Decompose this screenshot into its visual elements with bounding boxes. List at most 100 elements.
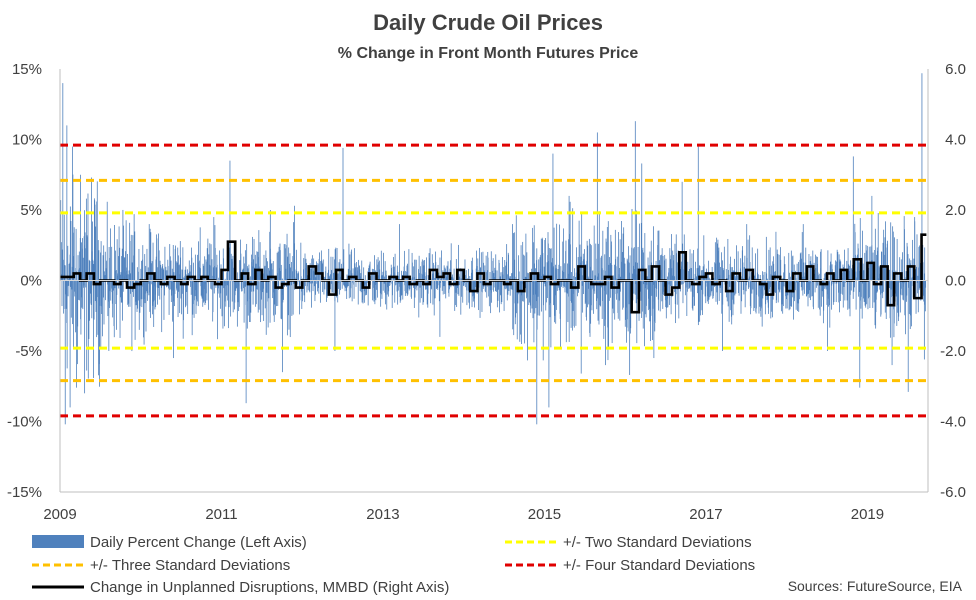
daily-change-bar: [119, 247, 121, 281]
daily-change-bar: [67, 245, 69, 281]
daily-change-bar: [191, 280, 193, 336]
daily-change-bar: [152, 280, 154, 306]
daily-change-bar: [338, 262, 340, 281]
daily-change-bar: [588, 280, 590, 305]
daily-change-bar: [732, 280, 734, 316]
daily-change-bar: [422, 260, 424, 281]
daily-change-bar: [281, 280, 282, 320]
daily-change-bar: [511, 273, 512, 281]
daily-change-bar: [644, 233, 646, 281]
daily-change-bar: [507, 280, 509, 295]
daily-change-bar: [338, 280, 340, 283]
daily-change-bar: [809, 261, 811, 281]
daily-change-bar: [122, 280, 123, 321]
daily-change-bar: [309, 280, 311, 293]
daily-change-bar: [585, 280, 586, 303]
daily-change-bar: [89, 261, 91, 281]
daily-change-bar: [282, 280, 284, 303]
daily-change-bar: [330, 280, 332, 290]
daily-change-bar: [243, 280, 244, 289]
daily-change-bar: [846, 280, 848, 301]
daily-change-bar: [537, 280, 538, 297]
daily-change-bar: [892, 231, 894, 281]
daily-change-bar: [652, 280, 653, 341]
daily-change-bar: [418, 255, 420, 281]
daily-change-bar: [656, 280, 658, 289]
right-tick-label: -2.0: [940, 343, 966, 360]
daily-change-bar: [801, 232, 803, 281]
daily-change-bar: [700, 280, 702, 316]
daily-change-bar: [924, 280, 926, 312]
daily-change-bar: [402, 280, 404, 300]
daily-change-bar: [314, 265, 316, 281]
right-tick-label: 0.0: [945, 273, 966, 290]
daily-change-bar: [299, 280, 301, 301]
daily-change-bar: [686, 280, 688, 316]
daily-change-bar: [414, 259, 416, 281]
daily-change-bar: [578, 220, 580, 281]
daily-change-bar: [329, 274, 331, 281]
daily-change-bar: [680, 280, 682, 285]
daily-change-bar: [282, 278, 283, 281]
daily-change-bar: [773, 263, 775, 281]
daily-change-bar: [682, 280, 684, 304]
daily-change-bar: [377, 280, 378, 298]
daily-change-bar: [560, 280, 561, 348]
daily-change-bar: [427, 280, 429, 294]
daily-change-bar: [586, 280, 587, 321]
daily-change-bar: [255, 280, 257, 307]
daily-change-bar: [553, 280, 554, 306]
daily-change-bar: [315, 277, 317, 281]
daily-change-bar: [153, 280, 155, 287]
daily-change-bar: [500, 272, 502, 281]
daily-change-bar: [431, 280, 433, 290]
daily-change-bar: [677, 262, 678, 281]
daily-change-bar: [176, 280, 178, 291]
daily-change-bar: [865, 280, 867, 308]
daily-change-bar: [328, 276, 330, 281]
daily-change-bar: [625, 280, 626, 320]
daily-change-bar: [183, 280, 184, 321]
daily-change-bar: [546, 262, 548, 281]
daily-change-bar: [317, 280, 318, 292]
daily-change-bar: [685, 280, 686, 296]
daily-change-bar: [614, 280, 616, 320]
daily-change-bar: [68, 280, 70, 286]
daily-change-bar: [761, 280, 763, 327]
daily-change-bar: [102, 280, 104, 298]
daily-change-bar: [487, 279, 489, 281]
daily-change-bar: [614, 229, 616, 281]
daily-change-bar: [199, 227, 201, 281]
daily-change-bar: [526, 280, 527, 299]
daily-change-bar: [646, 280, 648, 285]
daily-change-bar: [650, 280, 652, 316]
daily-change-bar: [494, 270, 496, 281]
daily-change-bar: [276, 280, 277, 307]
daily-change-bar: [116, 280, 118, 295]
daily-change-bar: [222, 280, 224, 329]
daily-change-bar: [795, 280, 797, 310]
daily-change-bar: [531, 280, 533, 309]
daily-change-bar: [269, 280, 271, 323]
daily-change-bar: [265, 250, 267, 281]
daily-change-bar: [827, 250, 829, 281]
daily-change-bar: [120, 272, 122, 281]
daily-change-bar: [113, 280, 115, 338]
daily-change-bar: [500, 280, 501, 295]
daily-change-bar: [488, 280, 490, 297]
daily-change-bar: [151, 280, 153, 285]
daily-change-bar: [651, 280, 653, 296]
daily-change-bar: [447, 261, 449, 281]
daily-change-bar: [270, 263, 272, 281]
daily-change-bar: [245, 280, 247, 404]
daily-change-bar: [735, 278, 736, 281]
daily-change-bar: [68, 279, 69, 281]
daily-change-bar: [336, 247, 338, 281]
daily-change-bar: [94, 204, 96, 281]
daily-change-bar: [422, 274, 424, 281]
daily-change-bar: [290, 267, 291, 281]
daily-change-bar: [782, 280, 784, 314]
daily-change-bar: [753, 280, 755, 311]
daily-change-bar: [631, 208, 633, 281]
daily-change-bar: [89, 280, 90, 321]
